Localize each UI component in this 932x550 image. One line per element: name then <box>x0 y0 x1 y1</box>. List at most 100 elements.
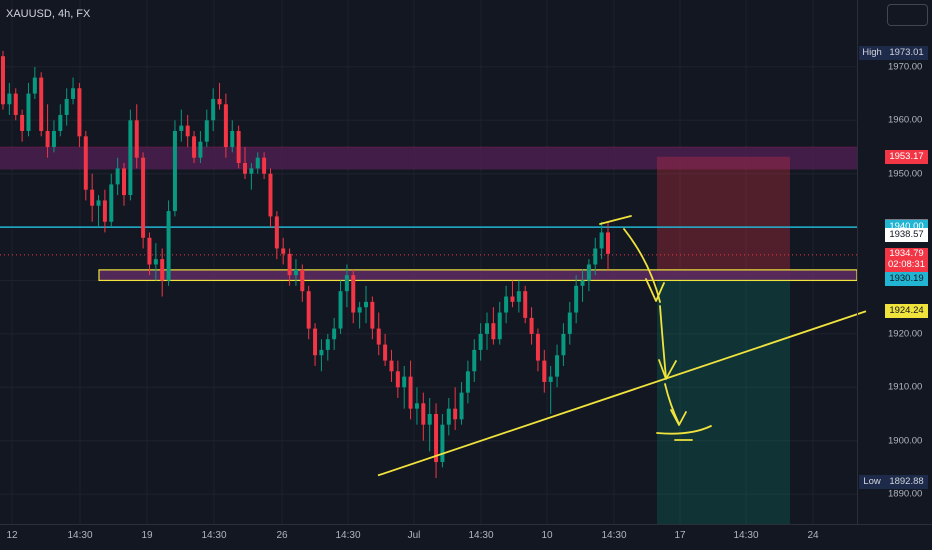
candle <box>567 301 572 345</box>
chart-settings-box[interactable] <box>887 4 928 26</box>
candle <box>147 232 152 276</box>
ascending-trendline <box>377 310 867 477</box>
price-tick-label: 1910.00 <box>888 381 923 393</box>
candle <box>7 82 12 115</box>
candle <box>58 104 63 137</box>
target-mark-arc <box>656 425 712 435</box>
candle <box>102 189 107 233</box>
candle <box>96 195 101 228</box>
candle <box>446 397 451 436</box>
symbol-label[interactable]: XAUUSD, 4h, FX <box>6 8 91 20</box>
candle <box>389 349 394 382</box>
candle <box>172 120 177 217</box>
candle <box>485 312 489 350</box>
candle-body <box>402 376 407 388</box>
candle <box>434 403 439 479</box>
candle-body <box>217 98 222 105</box>
candle <box>192 130 197 164</box>
candle-body <box>485 323 489 334</box>
time-tick-label: 14:30 <box>601 530 627 541</box>
candle-body <box>434 414 439 463</box>
candle <box>542 349 547 393</box>
candle-body <box>300 269 305 292</box>
candle-body <box>376 328 381 345</box>
candle-body <box>586 264 591 281</box>
candle-body <box>58 114 63 131</box>
price-tick-label: 1960.00 <box>888 114 923 126</box>
candle-body <box>7 93 12 105</box>
time-tick-label: 19 <box>141 530 153 541</box>
candle <box>236 125 241 169</box>
candle <box>71 77 76 105</box>
candle-body <box>83 136 88 190</box>
candle <box>262 152 267 180</box>
candle-body <box>179 125 184 131</box>
candle-body <box>555 355 560 377</box>
candle <box>561 323 566 366</box>
candle-body <box>13 93 18 115</box>
candle-body <box>255 157 260 169</box>
time-tick-label: 14:30 <box>335 530 361 541</box>
candle <box>268 168 273 228</box>
candle <box>414 387 419 425</box>
candle-body <box>1 56 5 105</box>
candle-body <box>26 93 31 131</box>
support-zone <box>98 269 858 282</box>
price-badge: 1953.17 <box>885 149 928 164</box>
candle-body <box>465 371 470 393</box>
time-tick-label: 24 <box>807 530 819 541</box>
candle-body <box>287 253 292 276</box>
candle-body <box>421 403 426 425</box>
candle <box>281 237 286 265</box>
price-axis-separator <box>857 0 858 524</box>
low-label: Low <box>859 475 885 489</box>
candle <box>332 317 337 350</box>
candle-body <box>185 125 190 137</box>
price-tick-label: 1920.00 <box>888 328 923 340</box>
candle <box>325 333 330 361</box>
candle <box>319 339 324 372</box>
candle <box>39 72 44 137</box>
candle-body <box>115 168 120 185</box>
candle <box>217 82 222 110</box>
candle <box>204 109 209 147</box>
candle <box>344 264 349 308</box>
candle-body <box>414 403 419 409</box>
candle <box>160 248 165 297</box>
candle-body <box>96 200 101 206</box>
bar-countdown: 02:08:31 <box>888 258 925 270</box>
candle <box>77 82 82 147</box>
candle-body <box>198 141 203 158</box>
candle-body <box>516 291 521 302</box>
candle <box>491 307 496 345</box>
candle <box>472 339 477 382</box>
candle-body <box>389 360 394 372</box>
candle <box>580 269 585 302</box>
candle <box>20 109 25 142</box>
candle <box>64 88 69 126</box>
candle-body <box>223 104 228 147</box>
candle-body <box>561 333 566 356</box>
candle <box>90 173 95 222</box>
candle-body <box>599 232 604 249</box>
candle <box>606 221 610 270</box>
candle-body <box>427 414 432 425</box>
candle <box>134 104 139 169</box>
candle <box>179 109 184 142</box>
candle <box>459 381 464 425</box>
candle-body <box>109 184 114 222</box>
candle-body <box>510 296 515 302</box>
candle-body <box>20 114 25 131</box>
candle-body <box>262 157 267 174</box>
candle-body <box>172 130 177 212</box>
candle-body <box>332 328 337 340</box>
candle <box>370 296 375 340</box>
candle-body <box>567 312 572 334</box>
candle <box>198 130 203 164</box>
candle-body <box>153 259 158 265</box>
candle-body <box>102 200 107 222</box>
candle-body <box>268 173 273 217</box>
candle-body <box>395 371 400 388</box>
price-tick-label: 1970.00 <box>888 61 923 73</box>
